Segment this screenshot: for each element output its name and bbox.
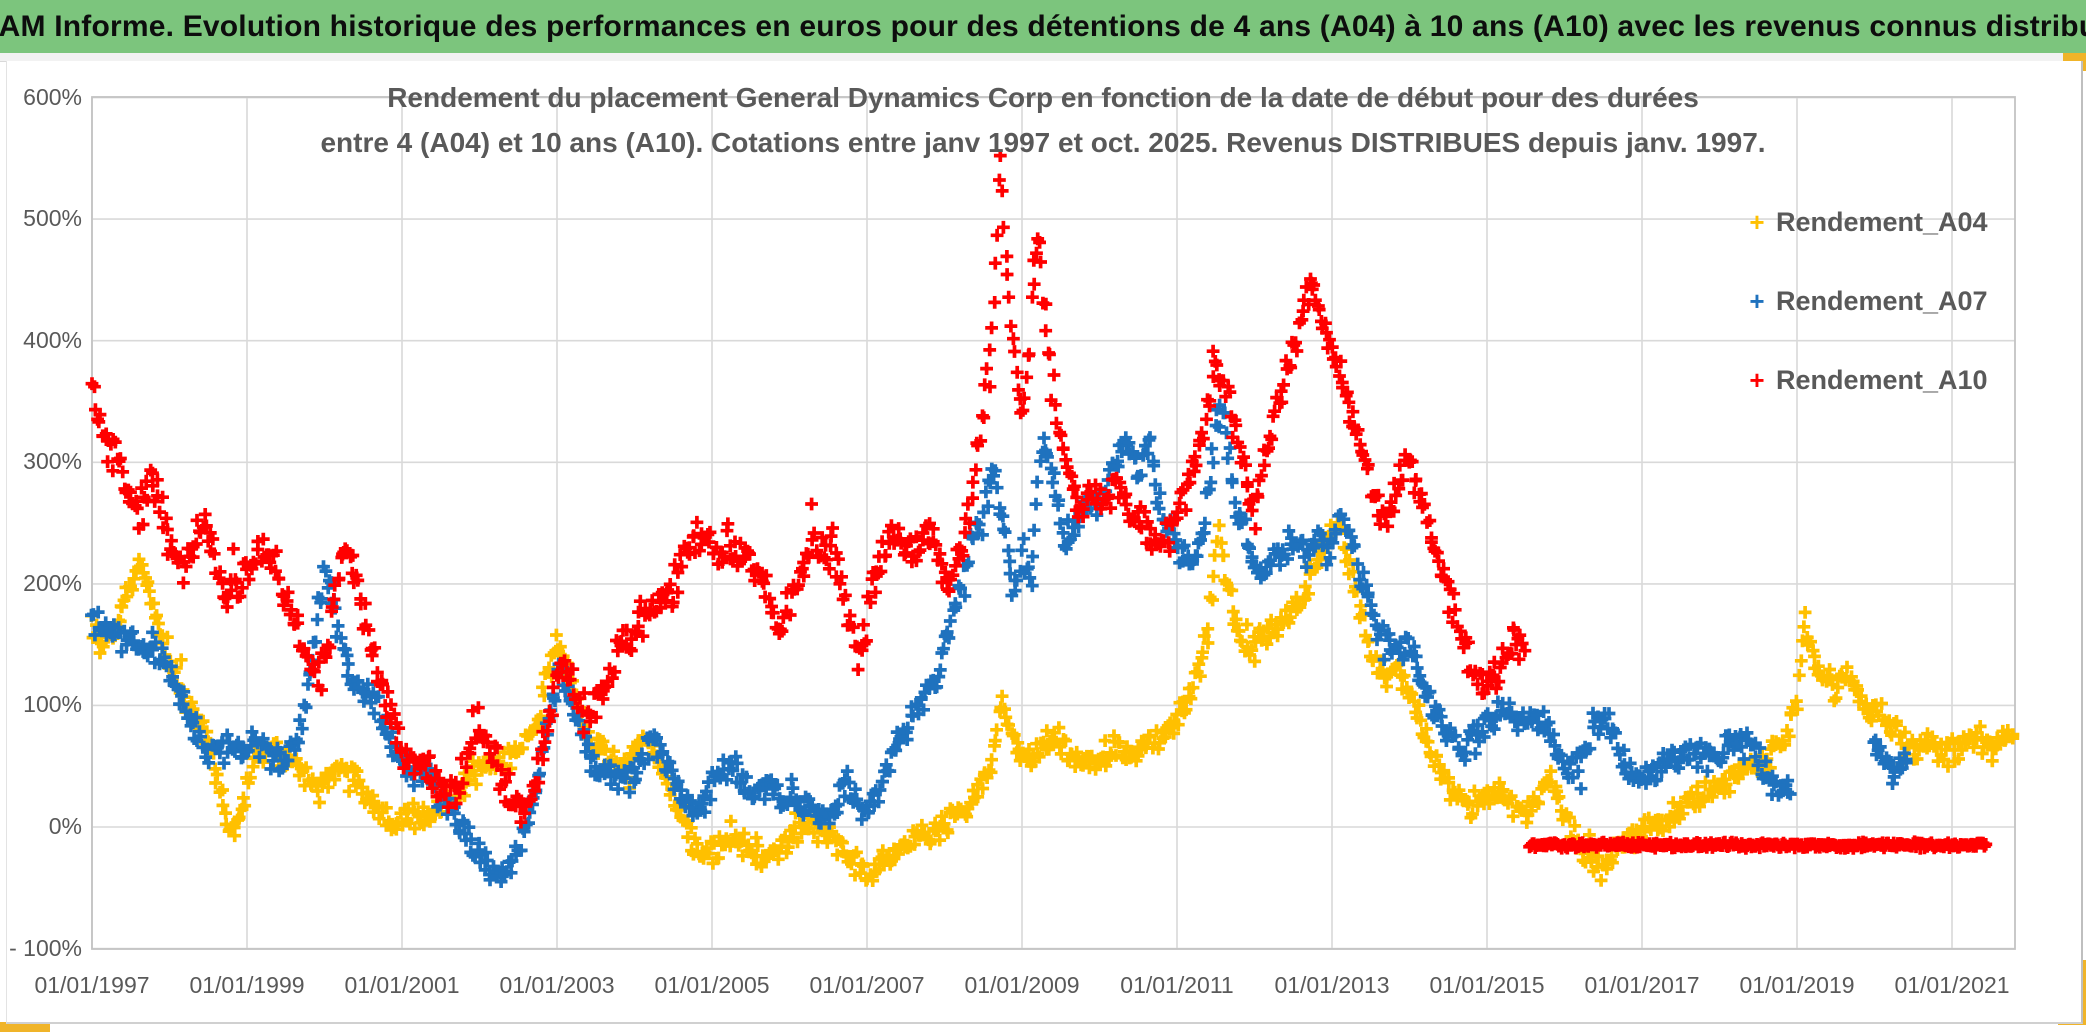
legend-item-rendement-a04[interactable]: + Rendement_A04 bbox=[1742, 202, 1988, 242]
x-axis-label: 01/01/2015 bbox=[1429, 972, 1545, 998]
header-title: ADAM Informe. Evolution historique des p… bbox=[0, 9, 2086, 43]
y-axis-label: 0% bbox=[48, 813, 82, 839]
chart-frame bbox=[6, 61, 2083, 1024]
legend-label: Rendement_A04 bbox=[1776, 206, 1988, 237]
plus-marker-icon: + bbox=[1749, 365, 1765, 395]
x-axis-label: 01/01/2021 bbox=[1894, 972, 2010, 998]
legend-label: Rendement_A10 bbox=[1776, 364, 1988, 395]
x-axis-label: 01/01/2001 bbox=[344, 972, 460, 998]
x-axis-label: 01/01/2011 bbox=[1120, 972, 1234, 998]
legend-item-rendement-a07[interactable]: + Rendement_A07 bbox=[1742, 281, 1988, 321]
x-axis-label: 01/01/2013 bbox=[1274, 972, 1390, 998]
x-axis-label: 01/01/1999 bbox=[189, 972, 305, 998]
x-axis-label: 01/01/2003 bbox=[499, 972, 615, 998]
x-axis-label: 01/01/1997 bbox=[34, 972, 150, 998]
x-axis-label: 01/01/2019 bbox=[1739, 972, 1855, 998]
x-axis-label: 01/01/2005 bbox=[654, 972, 770, 998]
legend-label: Rendement_A07 bbox=[1776, 285, 1988, 316]
plus-marker-icon: + bbox=[1749, 207, 1765, 237]
x-axis-label: 01/01/2017 bbox=[1584, 972, 1700, 998]
y-axis-label: 100% bbox=[23, 691, 82, 717]
x-axis-label: 01/01/2007 bbox=[809, 972, 925, 998]
y-axis-label: 600% bbox=[23, 84, 82, 110]
plus-marker-icon: + bbox=[1749, 286, 1765, 316]
accent-bottom-left bbox=[0, 1022, 50, 1032]
x-axis-label: 01/01/2009 bbox=[964, 972, 1080, 998]
y-axis-label: 400% bbox=[23, 327, 82, 353]
y-axis-label: 500% bbox=[23, 205, 82, 231]
y-axis-label: - 100% bbox=[9, 935, 82, 961]
header-bar: ADAM Informe. Evolution historique des p… bbox=[0, 0, 2086, 53]
y-axis-label: 200% bbox=[23, 570, 82, 596]
y-axis-label: 300% bbox=[23, 448, 82, 474]
legend-item-rendement-a10[interactable]: + Rendement_A10 bbox=[1742, 360, 1988, 400]
